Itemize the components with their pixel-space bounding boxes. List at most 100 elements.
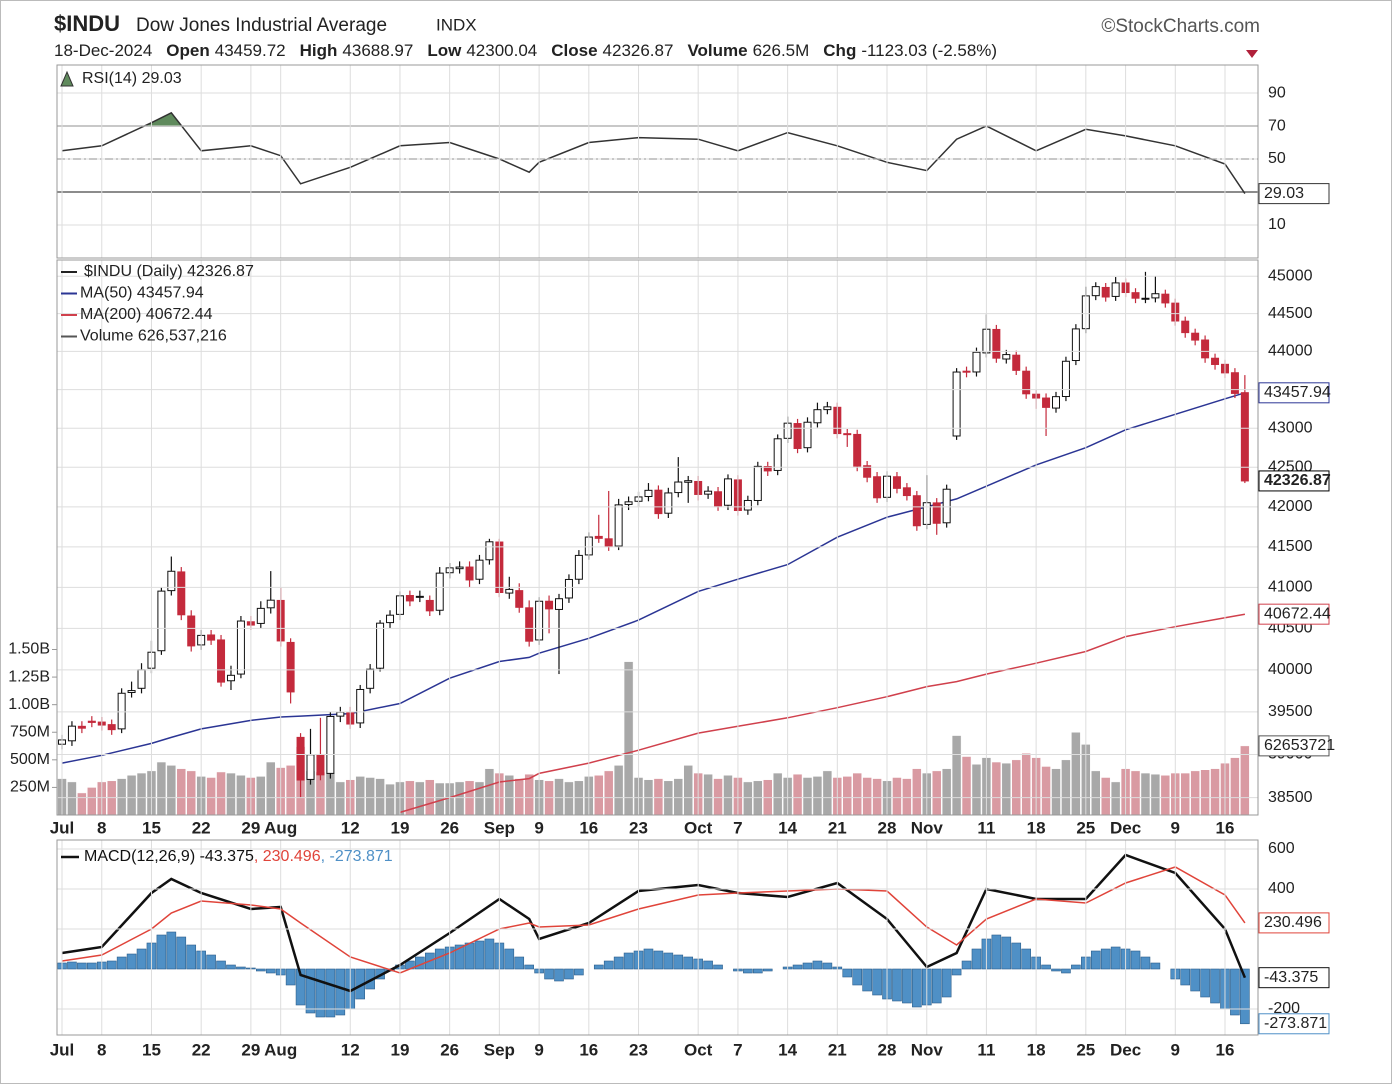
macd-hist-bar <box>941 968 952 998</box>
volume-bar <box>454 781 465 815</box>
candle-body <box>813 409 822 424</box>
macd-hist-bar <box>325 968 336 1018</box>
volume-bar <box>156 761 167 815</box>
y-tick-label: 10 <box>1268 216 1286 233</box>
macd-frame <box>56 839 1259 1036</box>
legend-icon <box>60 70 74 87</box>
x-tick-label: 12 <box>341 1040 360 1059</box>
x-tick-label: 28 <box>878 1040 897 1059</box>
volume-bar <box>792 773 803 815</box>
macd-hist-bar <box>892 968 902 1002</box>
macd-hist-bar <box>236 966 246 970</box>
x-tick-label: 9 <box>1171 1040 1180 1059</box>
macd-hist-bar <box>1041 964 1051 970</box>
volume-bar <box>872 778 882 815</box>
candle-body <box>286 641 295 693</box>
candle-body <box>326 715 335 774</box>
volume-bar <box>166 765 177 815</box>
volume-bar <box>1180 772 1190 815</box>
macd-hist-bar <box>663 952 674 970</box>
field-label: Close <box>551 41 597 60</box>
x-tick-label: Sep <box>484 818 515 837</box>
macd-hist-bar <box>752 968 763 974</box>
volume-bar <box>603 770 614 815</box>
candle-body <box>1042 397 1051 408</box>
x-tick-label: Oct <box>684 818 713 837</box>
candle-body <box>1101 286 1110 298</box>
volume-bar <box>1041 766 1051 815</box>
candle-body <box>465 566 474 581</box>
macd-hist-bar <box>961 960 972 970</box>
x-tick-label: 9 <box>1171 818 1180 837</box>
macd-hist-bar <box>544 968 554 980</box>
macd-hist-bar <box>1021 948 1031 970</box>
value-tag <box>1258 967 1330 989</box>
legend-entry: , 230.496 <box>254 848 321 865</box>
macd-hist-bar <box>315 968 326 1018</box>
macd-hist-bar <box>67 961 77 970</box>
x-tick-label: 26 <box>440 1040 459 1059</box>
y-tick-label: 44000 <box>1268 343 1313 360</box>
volume-bar <box>514 778 524 815</box>
x-tick-label: Nov <box>911 818 944 837</box>
candle-body <box>932 502 941 524</box>
x-tick-label: Dec <box>1110 1040 1141 1059</box>
legend: $INDU (Daily) 42326.87 <box>84 263 254 280</box>
macd-hist-bar <box>285 968 296 986</box>
candle-body <box>266 599 275 609</box>
legend: Volume 626,537,216 <box>80 328 227 345</box>
candle-body <box>217 639 226 683</box>
candle-body <box>763 466 772 472</box>
volume-bar <box>961 756 972 815</box>
macd-hist-bar <box>902 968 912 1004</box>
macd-line <box>61 866 1246 974</box>
macd-hist-bar <box>116 956 127 970</box>
x-tick-label: 16 <box>1216 818 1235 837</box>
candle-body <box>892 476 901 489</box>
volume-bar <box>1130 770 1141 815</box>
value-tag-text: 43457.94 <box>1264 384 1331 401</box>
volume-bar <box>325 772 336 815</box>
candle-body <box>1161 293 1170 304</box>
volume-bar <box>743 781 753 815</box>
candle-body <box>873 476 882 499</box>
volume-bar <box>1011 759 1021 815</box>
value-tag <box>1258 1013 1330 1035</box>
x-tick-label: Sep <box>484 1040 515 1059</box>
volume-bar <box>822 770 833 815</box>
candle-body <box>236 620 245 675</box>
candle-body <box>594 535 603 539</box>
x-tick-label: 19 <box>390 1040 409 1059</box>
macd-hist-bar <box>554 968 564 982</box>
x-tick-label: 8 <box>97 818 106 837</box>
candle-body <box>366 668 375 689</box>
value-tag-text: 40672.44 <box>1264 605 1331 622</box>
candle-body <box>137 669 146 689</box>
macd-hist-bar <box>305 968 316 1014</box>
x-tick-label: Jul <box>50 1040 75 1059</box>
date: 18-Dec-2024 <box>54 41 152 60</box>
field-value: 42300.04 <box>466 41 537 60</box>
volume-bar <box>1021 752 1031 815</box>
volume-bar <box>87 787 97 815</box>
volume-bar <box>862 777 872 815</box>
candle-body <box>1230 372 1239 394</box>
legend: MA(200) 40672.44 <box>80 306 213 323</box>
candle-body <box>107 724 116 731</box>
candle-body <box>425 599 434 612</box>
candle-body <box>296 736 305 781</box>
candle-body <box>505 588 514 594</box>
macd-hist-bar <box>1150 962 1161 970</box>
candle-body <box>316 753 325 776</box>
field-value: 43688.97 <box>342 41 413 60</box>
volume-bar <box>912 768 922 815</box>
macd-hist-bar <box>564 968 574 980</box>
macd-hist-bar <box>136 948 147 970</box>
x-tick-label: Oct <box>684 1040 713 1059</box>
candle-body <box>376 622 385 669</box>
volume-bar <box>1071 731 1081 815</box>
candle-body <box>1022 370 1031 395</box>
candle-body <box>773 438 782 471</box>
volume-bar <box>951 735 962 815</box>
